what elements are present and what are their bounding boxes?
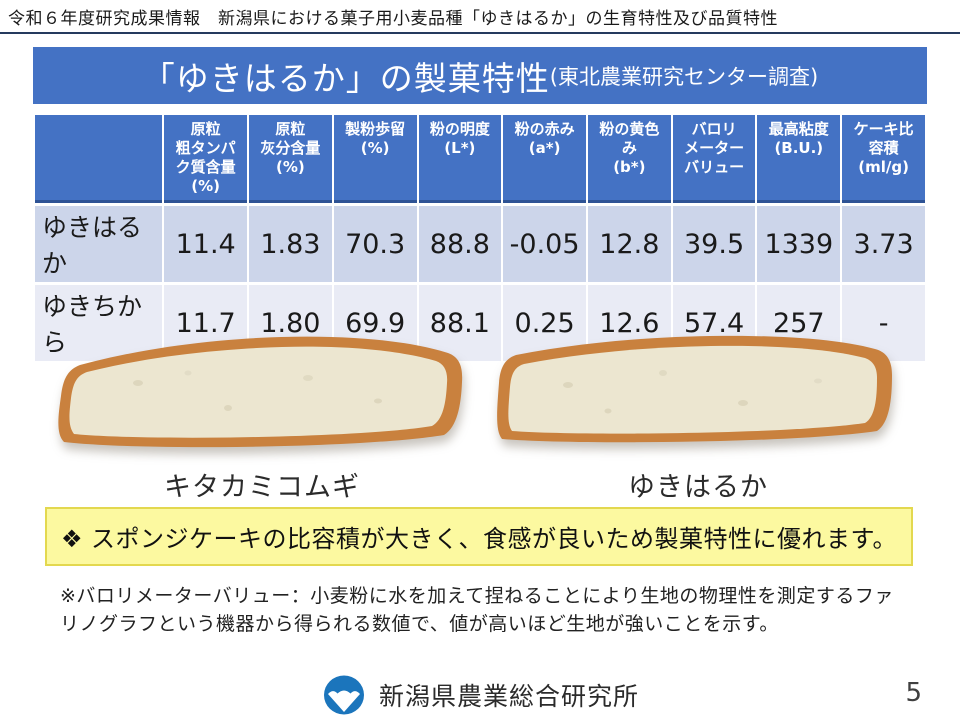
col-header-yellowness: 粉の黄色 み (b*) [587,115,671,204]
footnote: ※バロリメーターバリュー：小麦粉に水を加えて捏ねることにより生地の物理性を測定す… [60,585,894,635]
conclusion-text: ❖ スポンジケーキの比容積が大きく、食感が良いため製菓特性に優れます。 [60,525,898,553]
col-header-blank [35,115,163,204]
diamond-bullet-icon: ❖ [60,525,83,553]
cake-slice-image-kitakami [58,336,463,448]
row-label-yukichikara: ゆきちから [35,285,163,362]
cell-value: 39.5 [672,206,756,283]
col-header-ash: 原粒 灰分含量 (%) [249,115,332,204]
table-row: ゆきはるか 11.4 1.83 70.3 88.8 -0.05 12.8 39.… [35,206,925,283]
cell-value: 12.8 [587,206,671,283]
col-header-max-viscosity: 最高粘度 (B.U.) [757,115,841,204]
page-number: 5 [905,678,922,708]
cell-value: 11.4 [164,206,248,283]
cell-value: -0.05 [503,206,586,283]
cell-value: 88.8 [418,206,502,283]
slide-header: 令和６年度研究成果情報 新潟県における菓子用小麦品種「ゆきはるか」の生育特性及び… [0,0,960,34]
cake-label-kitakami: キタカミコムギ [164,472,360,503]
page-title: 「ゆきはるか」の製菓特性 [141,58,550,98]
page-title-sub: (東北農業研究センター調査) [549,64,819,89]
title-banner: 「ゆきはるか」の製菓特性 (東北農業研究センター調査) [33,47,927,104]
quality-table: 原粒 粗タンパ ク質含量 (%) 原粒 灰分含量 (%) 製粉歩留 (%) 粉の… [33,112,927,364]
cake-label-yukiharuka: ゆきはるか [628,472,768,503]
cell-value: 88.1 [418,285,502,362]
table-header-row: 原粒 粗タンパ ク質含量 (%) 原粒 灰分含量 (%) 製粉歩留 (%) 粉の… [35,115,925,204]
cake-figure-kitakami: キタカミコムギ [48,323,476,504]
table-row: ゆきちから 11.7 1.80 69.9 88.1 0.25 12.6 57.4… [35,285,925,362]
organization-logo-icon [323,675,364,715]
cell-value: 70.3 [333,206,417,283]
cake-slice-image-yukiharuka [497,335,892,443]
cell-value: 3.73 [842,206,925,283]
cake-figure-yukiharuka: ゆきはるか [484,323,912,504]
slide-header-text: 令和６年度研究成果情報 新潟県における菓子用小麦品種「ゆきはるか」の生育特性及び… [8,8,778,29]
col-header-valorimeter: バロリ メーター バリュー [672,115,756,204]
cell-value: 1.83 [249,206,332,283]
organization-name: 新潟県農業総合研究所 [378,682,639,711]
col-header-cake-volume: ケーキ比 容積 (ml/g) [842,115,925,204]
col-header-milling-yield: 製粉歩留 (%) [333,115,417,204]
cake-comparison: キタカミコムギ ゆきはるか [48,323,912,504]
col-header-redness: 粉の赤み (a*) [503,115,586,204]
footer: 新潟県農業総合研究所 [0,670,960,720]
col-header-protein: 原粒 粗タンパ ク質含量 (%) [164,115,248,204]
col-header-lightness: 粉の明度 (L*) [418,115,502,204]
cell-value: 1339 [757,206,841,283]
conclusion-box: ❖ スポンジケーキの比容積が大きく、食感が良いため製菓特性に優れます。 [45,507,913,566]
quality-table-wrap: 原粒 粗タンパ ク質含量 (%) 原粒 灰分含量 (%) 製粉歩留 (%) 粉の… [33,112,927,364]
row-label-yukiharuka: ゆきはるか [35,206,163,283]
